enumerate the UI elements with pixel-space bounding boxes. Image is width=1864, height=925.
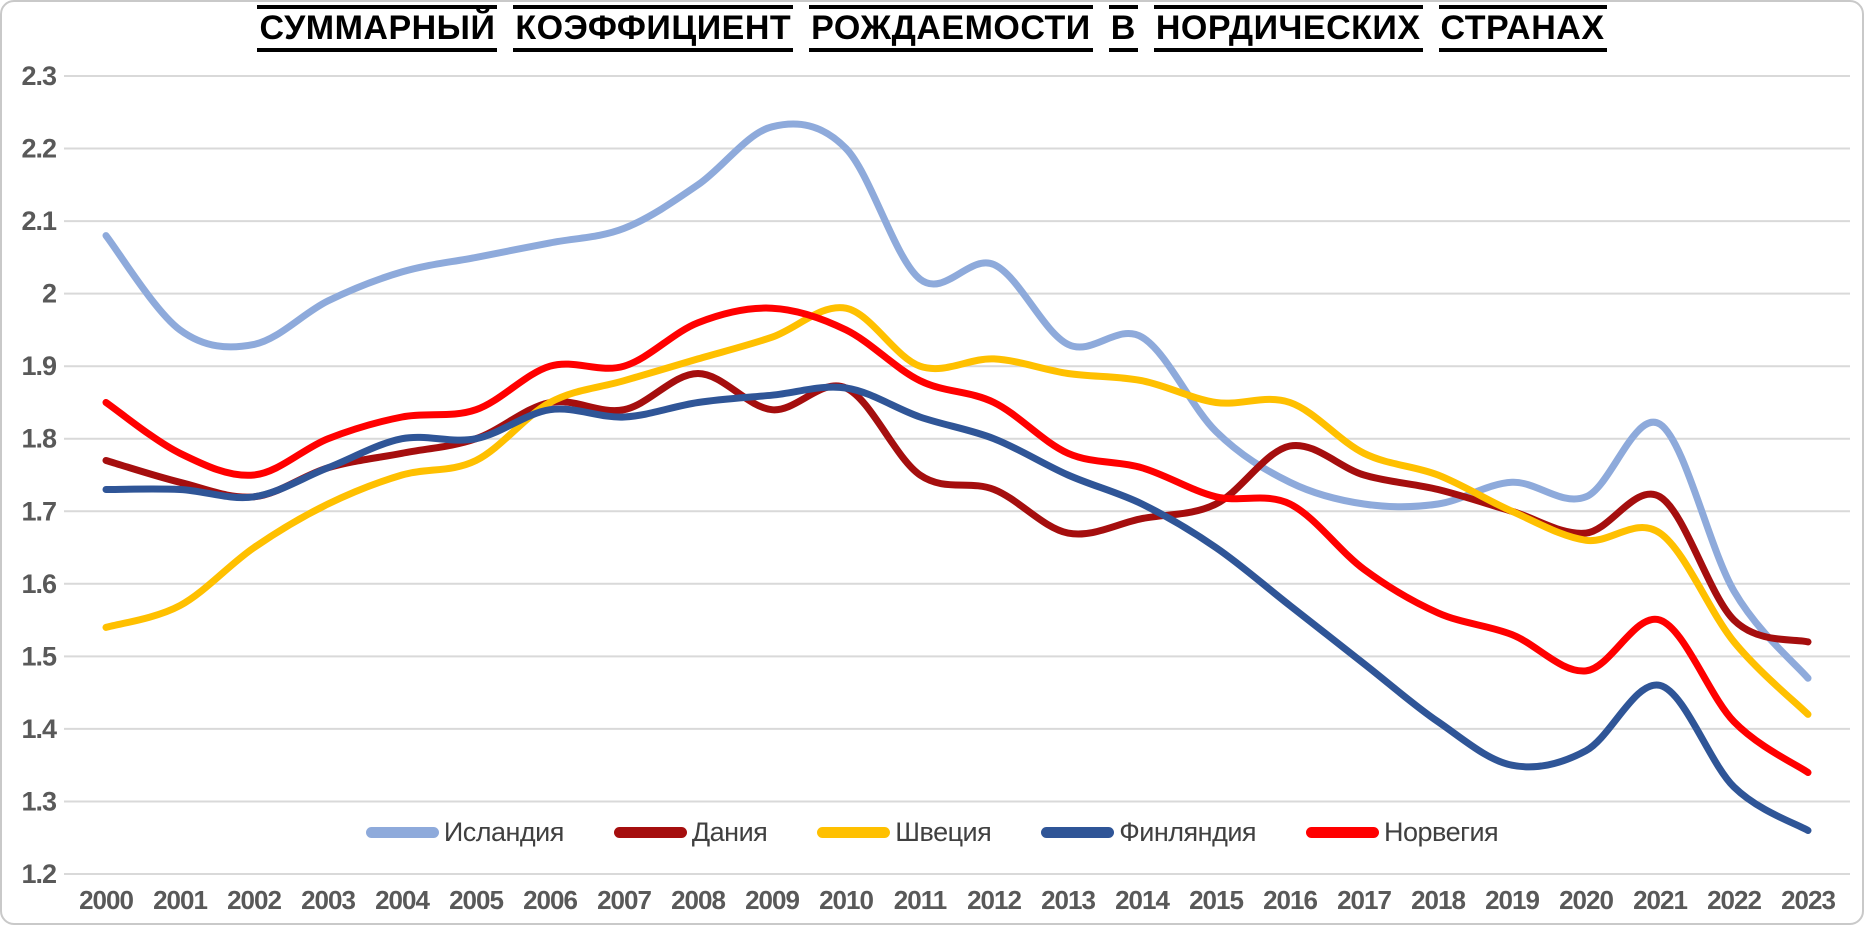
legend-label-finland: Финляндия [1119, 816, 1257, 847]
y-tick-label: 1.9 [21, 351, 57, 381]
series-line-iceland [102, 120, 1812, 682]
x-tick-label: 2001 [153, 885, 207, 915]
x-tick-label: 2021 [1633, 885, 1687, 915]
legend-swatch-finland [1041, 826, 1115, 838]
y-tick-label: 1.5 [21, 641, 57, 671]
x-tick-label: 2017 [1337, 885, 1391, 915]
legend-label-sweden: Швеция [895, 816, 992, 847]
legend-item-finland: Финляндия [1041, 816, 1257, 848]
legend-swatch-sweden [817, 826, 891, 838]
x-tick-label: 2015 [1189, 885, 1243, 915]
y-tick-label: 1.4 [21, 714, 57, 744]
x-tick-label: 2012 [967, 885, 1021, 915]
x-tick-label: 2010 [819, 885, 873, 915]
legend-item-denmark: Дания [613, 816, 768, 848]
series-line-finland [102, 383, 1812, 834]
y-tick-label: 1.7 [21, 496, 56, 526]
y-tick-label: 2.3 [21, 61, 57, 91]
x-tick-label: 2007 [597, 885, 651, 915]
chart-title: СУММАРНЫЙ КОЭФФИЦИЕНТ РОЖДАЕМОСТИ В НОРДИЧЕС… [0, 5, 1864, 53]
x-tick-label: 2000 [79, 885, 133, 915]
x-axis-labels: 2000 2001 2002 2003 2004 2005 2006 2007 2008 2009… [79, 885, 1836, 915]
y-tick-label: 1.8 [21, 424, 57, 454]
title-word: СУММАРНЫЙ [257, 5, 498, 53]
x-tick-label: 2003 [301, 885, 355, 915]
series-line-norway [102, 304, 1812, 776]
x-tick-label: 2020 [1559, 885, 1613, 915]
x-tick-label: 2006 [523, 885, 577, 915]
y-tick-label: 1.6 [21, 569, 57, 599]
y-tick-label: 2 [42, 279, 56, 309]
x-tick-label: 2016 [1263, 885, 1317, 915]
title-word: НОРДИЧЕСКИХ [1153, 5, 1423, 53]
y-axis-labels: 2.3 2.2 2.1 2 1.9 1.8 1.7 1.6 1.5 1.4 1.3 1.2 [21, 61, 58, 889]
x-tick-label: 2008 [671, 885, 725, 915]
legend-label-denmark: Дания [691, 816, 768, 847]
y-tick-label: 1.3 [21, 787, 57, 817]
title-word: В [1108, 5, 1138, 53]
x-tick-label: 2013 [1041, 885, 1095, 915]
series-line-denmark [102, 370, 1812, 646]
legend-item-norway: Норвегия [1306, 816, 1499, 848]
legend-label-norway: Норвегия [1384, 816, 1499, 847]
x-tick-label: 2011 [894, 885, 947, 915]
x-tick-label: 2022 [1707, 885, 1761, 915]
x-tick-label: 2014 [1115, 885, 1170, 915]
legend-item-sweden: Швеция [817, 816, 992, 848]
x-tick-label: 2018 [1411, 885, 1465, 915]
y-tick-label: 2.2 [21, 134, 56, 164]
x-tick-label: 2004 [375, 885, 430, 915]
legend: Исландия Дания Швеция Финляндия Норвегия [0, 815, 1864, 849]
series-lines [102, 120, 1812, 834]
y-tick-label: 1.2 [21, 859, 56, 889]
legend-label-iceland: Исландия [443, 816, 565, 847]
legend-item-iceland: Исландия [365, 816, 565, 848]
y-tick-label: 2.1 [21, 206, 57, 236]
x-tick-label: 2002 [227, 885, 281, 915]
x-tick-label: 2023 [1781, 885, 1835, 915]
legend-swatch-norway [1306, 826, 1380, 838]
series-line-sweden [102, 304, 1812, 718]
x-tick-label: 2009 [745, 885, 799, 915]
title-word: КОЭФФИЦИЕНТ [513, 5, 794, 53]
x-tick-label: 2019 [1485, 885, 1539, 915]
legend-swatch-iceland [365, 826, 439, 838]
legend-swatch-denmark [613, 826, 687, 838]
title-word: РОЖДАЕМОСТИ [809, 5, 1093, 53]
x-tick-label: 2005 [449, 885, 503, 915]
title-word: СТРАНАХ [1438, 5, 1607, 53]
gridlines [64, 75, 1850, 875]
